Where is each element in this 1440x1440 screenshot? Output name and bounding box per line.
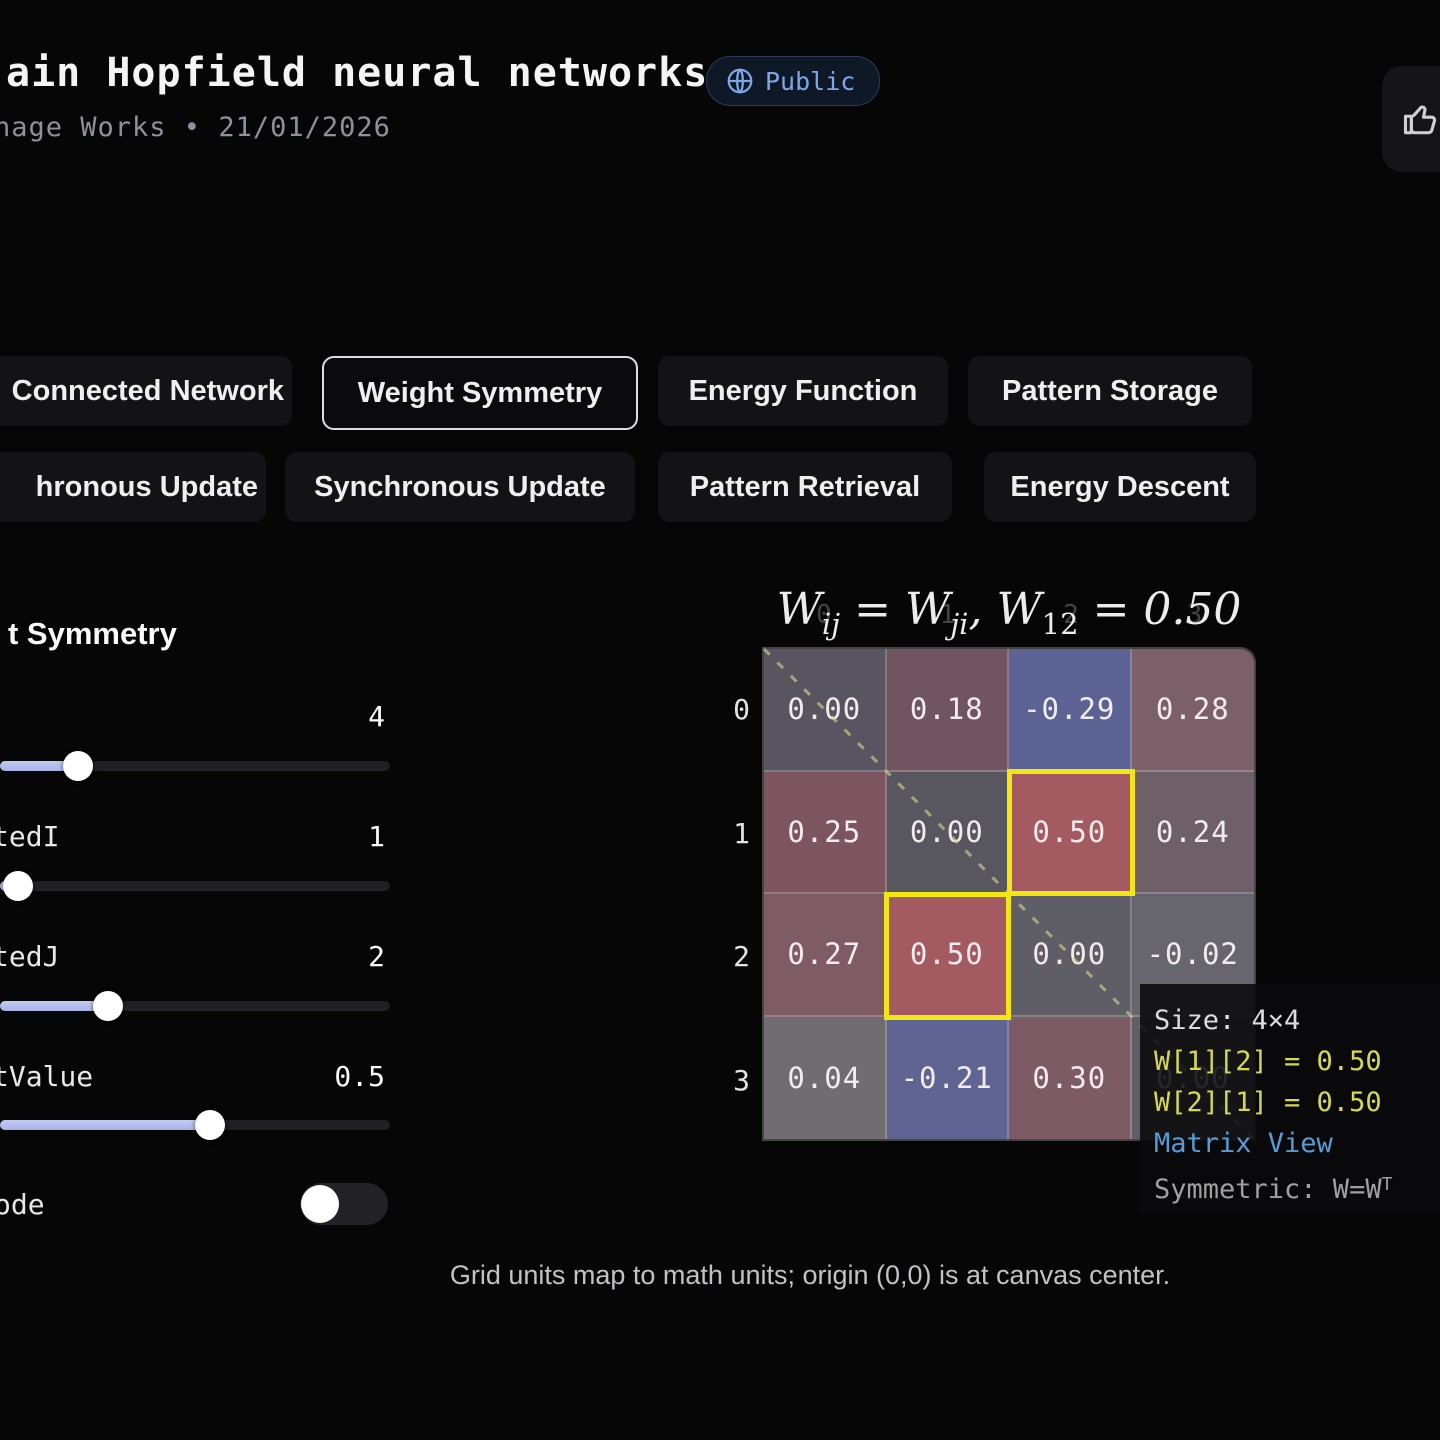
matrix-cell[interactable]: 0.24 xyxy=(1131,771,1254,894)
slider-track[interactable] xyxy=(0,991,390,1021)
slider-label: tedI xyxy=(0,820,60,853)
matrix-cell[interactable]: 0.18 xyxy=(886,649,1009,772)
slider-thumb[interactable] xyxy=(93,991,123,1021)
tab-synchronous-update[interactable]: Synchronous Update xyxy=(285,452,635,522)
matrix-row-label: 3 xyxy=(733,1063,750,1097)
tab-label: Weight Symmetry xyxy=(357,376,603,409)
matrix-cell[interactable]: 0.04 xyxy=(764,1016,887,1139)
tooltip-view: Matrix View xyxy=(1154,1128,1333,1159)
slider-thumb[interactable] xyxy=(195,1110,225,1140)
formula-part: , W xyxy=(968,584,1042,635)
mode-toggle[interactable] xyxy=(300,1183,388,1225)
matrix-cell[interactable]: 0.00 xyxy=(1009,894,1132,1017)
slider-label: tValue xyxy=(0,1060,94,1093)
slider-value: 4 xyxy=(368,700,385,733)
slider-thumb[interactable] xyxy=(3,871,33,901)
formula-subscript: ij xyxy=(821,607,841,641)
canvas-caption: Grid units map to math units; origin (0,… xyxy=(449,1260,1171,1290)
tab-connected-network[interactable]: Connected Network xyxy=(0,356,292,426)
highlighted-cell[interactable] xyxy=(883,892,1011,1020)
matrix-cell[interactable]: 0.00 xyxy=(764,649,887,772)
toggle-label: ode xyxy=(0,1188,45,1221)
slider-value: 2 xyxy=(368,940,385,973)
tab-weight-symmetry[interactable]: Weight Symmetry xyxy=(322,356,638,430)
formula-part: = W xyxy=(840,584,951,635)
slider-fill xyxy=(0,1120,210,1130)
slider-value: 1 xyxy=(368,820,385,853)
slider-label: tedJ xyxy=(0,940,60,973)
formula-part: = 0.50 xyxy=(1078,584,1242,635)
tab-label: Energy Function xyxy=(688,374,918,407)
tooltip-symmetric-sup: T xyxy=(1381,1174,1393,1195)
tab-pattern-retrieval[interactable]: Pattern Retrieval xyxy=(658,452,952,522)
matrix-cell[interactable]: 0.00 xyxy=(886,771,1009,894)
tab-label: Pattern Storage xyxy=(1002,374,1218,407)
tab-energy-function[interactable]: Energy Function xyxy=(658,356,948,426)
tab-label: Synchronous Update xyxy=(314,470,606,503)
matrix-column-label: 1 xyxy=(939,600,956,630)
thumbs-up-icon xyxy=(1403,105,1437,135)
slider-thumb[interactable] xyxy=(63,751,93,781)
tooltip-w12: W[1][2] = 0.50 xyxy=(1154,1046,1382,1077)
formula-subscript: ji xyxy=(950,607,969,641)
tab-label: Energy Descent xyxy=(1010,470,1230,503)
matrix-tooltip: Size: 4×4 W[1][2] = 0.50 W[2][1] = 0.50 … xyxy=(1140,984,1440,1214)
slider-fill xyxy=(0,1001,108,1011)
matrix-column-label: 0 xyxy=(816,600,832,630)
matrix-row-label: 2 xyxy=(733,940,750,973)
tab-label: Pattern Retrieval xyxy=(689,470,921,503)
tooltip-w21: W[2][1] = 0.50 xyxy=(1154,1087,1382,1118)
matrix-cell[interactable]: -0.29 xyxy=(1009,649,1132,772)
slider-track[interactable] xyxy=(0,751,390,781)
like-button[interactable] xyxy=(1382,66,1440,172)
matrix-column-label: 2 xyxy=(1063,600,1079,630)
matrix-cell[interactable]: 0.27 xyxy=(764,894,887,1017)
matrix-cell[interactable]: 0.30 xyxy=(1009,1016,1132,1139)
globe-icon xyxy=(727,68,753,94)
tab-energy-descent[interactable]: Energy Descent xyxy=(984,452,1256,522)
tooltip-size: Size: 4×4 xyxy=(1154,1005,1301,1036)
slider-track[interactable] xyxy=(0,1110,390,1140)
matrix-cell[interactable]: 0.28 xyxy=(1131,649,1254,772)
tab-asynchronous-update[interactable]: hronous Update xyxy=(0,452,266,522)
matrix-formula: Wij = Wji, W12 = 0.50 xyxy=(742,584,1276,641)
tooltip-symmetric-text: Symmetric: W=W xyxy=(1154,1174,1382,1205)
visibility-badge-label: Public xyxy=(765,66,856,96)
slider-fill xyxy=(0,761,78,771)
matrix-row-label: 1 xyxy=(733,816,750,850)
tooltip-symmetric: Symmetric: W=WT xyxy=(1154,1164,1440,1210)
page-subtitle: nage Works • 21/01/2026 xyxy=(0,112,391,143)
highlighted-cell[interactable] xyxy=(1007,768,1135,896)
toggle-knob xyxy=(301,1185,339,1223)
tab-pattern-storage[interactable]: Pattern Storage xyxy=(968,356,1252,426)
formula-part: W xyxy=(776,584,822,635)
tab-label: hronous Update xyxy=(35,470,258,503)
slider-track[interactable] xyxy=(0,871,390,901)
matrix-column-label: 3 xyxy=(1186,600,1203,630)
visibility-badge: Public xyxy=(706,56,881,106)
tab-label: Connected Network xyxy=(11,374,284,407)
panel-heading: t Symmetry xyxy=(8,616,177,651)
matrix-cell[interactable]: 0.25 xyxy=(764,771,887,894)
matrix-row-label: 0 xyxy=(733,693,750,726)
slider-value: 0.5 xyxy=(334,1060,385,1093)
page-title: ain Hopfield neural networks xyxy=(6,50,709,96)
formula-subscript: 12 xyxy=(1041,607,1079,641)
matrix-cell[interactable]: -0.21 xyxy=(886,1016,1009,1139)
